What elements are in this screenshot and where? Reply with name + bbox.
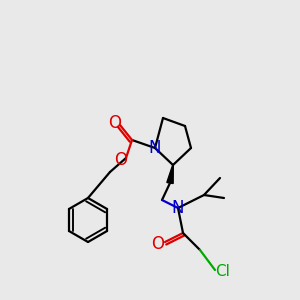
Text: O: O: [115, 151, 128, 169]
Polygon shape: [167, 165, 173, 184]
Text: N: N: [172, 199, 184, 217]
Text: O: O: [152, 235, 164, 253]
Text: N: N: [149, 139, 161, 157]
Text: Cl: Cl: [216, 265, 230, 280]
Text: O: O: [109, 114, 122, 132]
